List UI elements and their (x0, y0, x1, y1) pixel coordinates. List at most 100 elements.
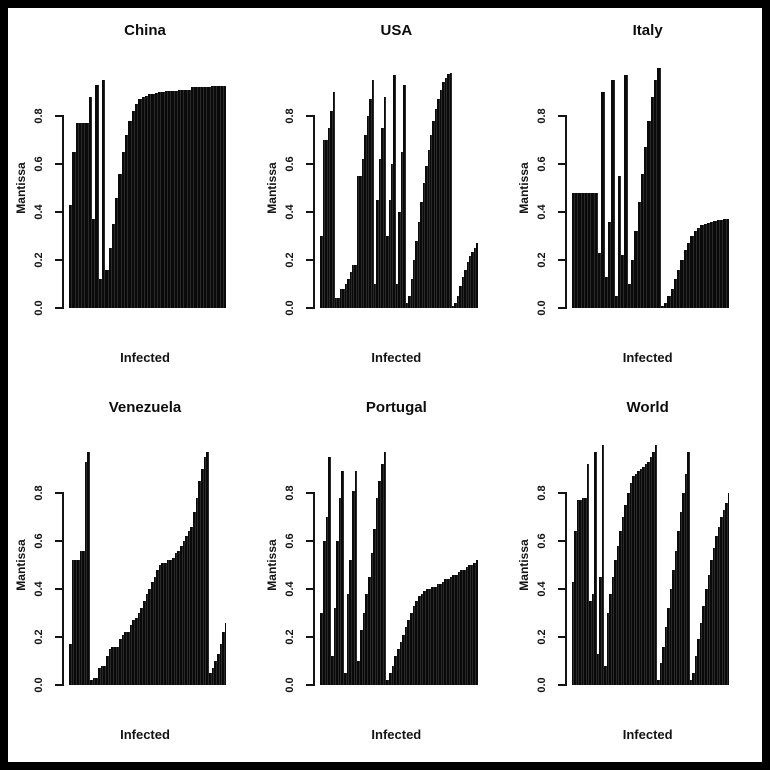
bar (137, 613, 141, 685)
panel-world: World Mantissa 0.0 0.2 0.4 0.6 0.8 Infected (511, 385, 762, 762)
bar (195, 497, 199, 685)
bar (684, 473, 688, 685)
y-tick (306, 307, 315, 309)
bar (462, 569, 466, 685)
bar (460, 569, 463, 685)
bar (447, 579, 450, 685)
bar (591, 192, 595, 308)
y-axis (62, 492, 64, 686)
bar (703, 224, 707, 308)
bar (692, 673, 695, 685)
bar (359, 176, 362, 308)
bar (706, 222, 711, 308)
bar (177, 550, 180, 685)
bar (579, 500, 582, 685)
bar (71, 560, 75, 685)
bar (322, 140, 326, 308)
y-tick (306, 636, 315, 638)
bar (151, 93, 155, 308)
bar (174, 90, 178, 308)
bar (108, 248, 112, 308)
bar (115, 197, 119, 308)
panel-title: Venezuela (108, 399, 182, 416)
bar (124, 632, 128, 685)
bar (682, 493, 685, 685)
bar (670, 288, 674, 308)
bar (78, 123, 83, 308)
bar (697, 639, 700, 685)
y-tick-label: 0.8 (33, 485, 45, 501)
bar (632, 476, 635, 685)
x-axis-label: Infected (120, 350, 170, 365)
y-axis-label: Mantissa (14, 539, 28, 591)
y-tick (557, 636, 566, 638)
bar (680, 260, 684, 308)
bar (90, 680, 93, 685)
bar (219, 644, 223, 685)
bar (352, 264, 355, 308)
bar (125, 135, 129, 308)
bar (131, 111, 135, 308)
bar (725, 502, 728, 685)
bar (581, 192, 585, 308)
y-axis (62, 115, 64, 309)
y-axis (564, 115, 567, 309)
bar (211, 668, 215, 685)
bar (437, 99, 440, 308)
bar (320, 613, 323, 685)
bar (144, 95, 149, 308)
bar (325, 517, 329, 685)
bar (344, 673, 347, 685)
bar (627, 284, 631, 308)
y-tick (557, 115, 566, 117)
y-tick (557, 540, 566, 542)
bar (207, 86, 211, 308)
bar (198, 481, 202, 685)
bar (150, 581, 154, 685)
y-tick (306, 492, 315, 494)
bar (640, 173, 645, 308)
bar (433, 586, 437, 685)
y-tick-label: 0.4 (284, 581, 297, 597)
bar (75, 123, 79, 308)
bar (402, 634, 405, 685)
y-tick-label: 0.8 (535, 485, 548, 501)
bar (476, 243, 478, 308)
bar (164, 562, 167, 685)
bar (428, 589, 432, 685)
bar (365, 593, 368, 685)
bar (662, 646, 665, 685)
bar (164, 91, 168, 308)
bar (399, 641, 403, 685)
x-axis-label: Infected (120, 727, 170, 742)
panel-portugal: Portugal Mantissa 0.0 0.2 0.4 0.6 0.8 Infect… (259, 385, 510, 762)
bar (476, 560, 478, 685)
bar (439, 584, 442, 685)
bar (631, 260, 635, 308)
bar (444, 77, 448, 308)
bar (391, 665, 395, 685)
y-axis-label: Mantissa (14, 162, 28, 214)
y-tick (55, 259, 63, 261)
bar (584, 497, 587, 685)
bar (179, 545, 183, 685)
bar (704, 589, 708, 685)
bar (396, 649, 400, 685)
bar (604, 665, 607, 685)
bar (378, 481, 382, 685)
bar (470, 565, 474, 685)
bar (154, 92, 159, 308)
bar (158, 565, 162, 685)
y-tick (557, 492, 566, 494)
y-tick-label: 0.0 (535, 677, 548, 693)
bar (415, 240, 418, 308)
bar (588, 192, 592, 308)
bar (699, 622, 703, 685)
panel-italy: Italy Mantissa 0.0 0.2 0.4 0.6 0.8 Infected (511, 8, 762, 385)
bar (621, 255, 625, 308)
y-tick (55, 211, 63, 213)
bar (667, 608, 670, 685)
bar (222, 632, 225, 685)
y-axis-label: Mantissa (516, 539, 531, 591)
